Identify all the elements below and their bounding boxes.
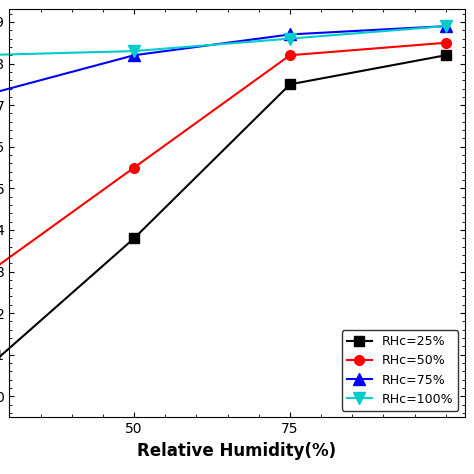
RHc=75% xyxy=(287,32,293,37)
Legend: RHc=25%, RHc=50%, RHc=75%, RHc=100%: RHc=25%, RHc=50%, RHc=75%, RHc=100% xyxy=(342,330,458,411)
RHc=50% xyxy=(287,53,293,58)
RHc=25% xyxy=(131,236,137,241)
Line: RHc=75%: RHc=75% xyxy=(0,20,451,102)
RHc=25% xyxy=(287,82,293,87)
RHc=50% xyxy=(443,40,449,46)
Line: RHc=50%: RHc=50% xyxy=(0,38,451,285)
RHc=100% xyxy=(131,48,137,54)
Line: RHc=25%: RHc=25% xyxy=(0,50,451,381)
X-axis label: Relative Humidity(%): Relative Humidity(%) xyxy=(137,442,337,459)
RHc=25% xyxy=(443,53,449,58)
RHc=100% xyxy=(287,36,293,41)
RHc=75% xyxy=(131,53,137,58)
Line: RHc=100%: RHc=100% xyxy=(0,20,451,61)
RHc=100% xyxy=(443,23,449,29)
RHc=75% xyxy=(443,23,449,29)
RHc=50% xyxy=(131,164,137,170)
